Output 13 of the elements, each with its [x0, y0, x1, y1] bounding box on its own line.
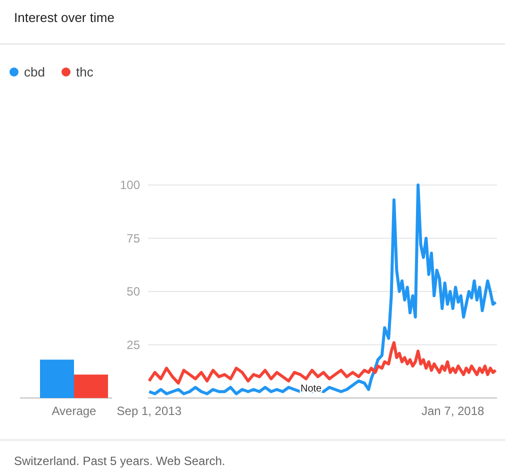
legend-label: cbd: [24, 64, 45, 80]
line-series: [148, 184, 498, 396]
y-tick-label: 100: [120, 178, 140, 192]
legend-label: thc: [76, 64, 94, 80]
text: Switzerland. Past 5 years. Web Search.: [14, 454, 226, 468]
x-tick-label: Jan 7, 2018: [421, 404, 485, 418]
x-tick-label: Average: [52, 404, 97, 418]
x-tick-label: Sep 1, 2013: [116, 404, 182, 418]
line-series: [148, 341, 498, 385]
y-tick-label: 75: [126, 231, 140, 246]
y-tick-label: 50: [126, 284, 140, 298]
chart-title: Interest over time: [14, 10, 114, 25]
y-tick-label: 25: [126, 338, 140, 352]
